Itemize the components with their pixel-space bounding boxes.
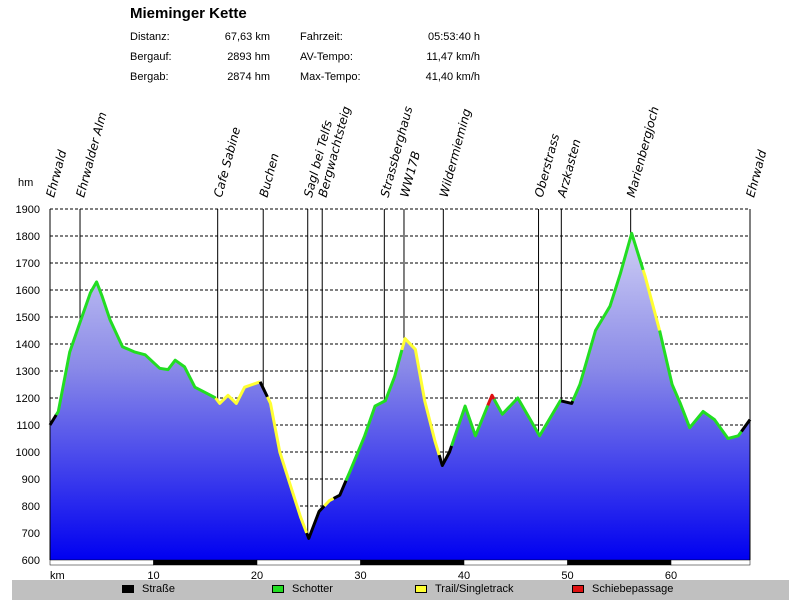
x-tick-label: 10	[147, 570, 159, 580]
legend-label: Schotter	[292, 583, 333, 595]
waypoint-label: Ehrwald	[743, 148, 769, 199]
legend-item-schiebepassage: Schiebepassage	[572, 583, 673, 595]
legend-swatch	[415, 585, 427, 593]
y-tick-label: 700	[22, 528, 40, 540]
surface-segment-strae	[332, 480, 348, 500]
stat-value: 11,47 km/h	[426, 51, 480, 63]
y-tick-label: 600	[22, 555, 40, 567]
surface-segment-schotter	[571, 231, 645, 402]
surface-segment-strae	[48, 414, 58, 426]
stat-value: 2893 hm	[227, 51, 270, 63]
x-tick-label: 20	[251, 570, 263, 580]
y-tick-label: 800	[22, 501, 40, 513]
stat-value: 41,40 km/h	[425, 71, 480, 83]
waypoint-label: Cafe Sabine	[211, 126, 243, 199]
surface-segment-schotter	[658, 330, 743, 440]
elevation-chart: Ehrwald Ehrwalder Alm Cafe Sabine Buchen Sag…	[16, 104, 770, 580]
stat-label: Max-Tempo:	[300, 71, 361, 83]
stat-label: Bergauf:	[130, 51, 172, 63]
y-tick-label: 900	[22, 474, 40, 486]
x-axis-label: km	[50, 570, 65, 580]
surface-segment-schotter	[450, 404, 490, 447]
surface-segment-schiebepassage	[486, 393, 496, 406]
surface-segment-trailsingletrack	[266, 396, 309, 534]
waypoint-label: Buchen	[257, 152, 282, 199]
stat-value: 67,63 km	[224, 31, 270, 43]
surface-segment-schotter	[54, 280, 217, 416]
legend-swatch	[122, 585, 134, 593]
surface-segment-strae	[305, 504, 326, 540]
y-tick-label: 1800	[16, 231, 40, 243]
surface-segment-strae	[560, 399, 575, 405]
surface-segment-trailsingletrack	[400, 337, 441, 456]
stat-value: 05:53:40 h	[428, 31, 480, 43]
chart-title: Mieminger Kette	[130, 5, 247, 22]
waypoint-label: Ehrwald	[43, 148, 69, 199]
x-tick-label: 50	[561, 570, 573, 580]
elevation-area	[50, 233, 750, 561]
legend-swatch	[272, 585, 284, 593]
y-tick-label: 1300	[16, 366, 40, 378]
y-axis-label: hm	[18, 177, 33, 189]
y-tick-label: 1400	[16, 339, 40, 351]
stat-label: AV-Tempo:	[300, 51, 353, 63]
stat-label: Bergab:	[130, 71, 169, 83]
y-tick-label: 1700	[16, 258, 40, 270]
surface-segment-trailsingletrack	[214, 380, 261, 405]
y-tick-label: 1500	[16, 312, 40, 324]
legend-item-schotter: Schotter	[272, 583, 333, 595]
x-axis-band	[49, 559, 154, 566]
x-axis-band	[360, 559, 465, 566]
x-axis-band	[153, 559, 258, 566]
legend-label: Straße	[142, 583, 176, 595]
surface-segment-strae	[258, 381, 269, 398]
waypoint-label: Wildermieming	[437, 107, 474, 199]
waypoint-label: Ehrwalder Alm	[73, 111, 109, 199]
surface-segment-trailsingletrack	[641, 269, 662, 331]
legend-item-trail: Trail/Singletrack	[415, 583, 513, 595]
y-tick-label: 1100	[16, 420, 40, 432]
surface-segment-trailsingletrack	[323, 497, 335, 508]
stat-value: 2874 hm	[227, 71, 270, 83]
surface-segment-schotter	[492, 396, 562, 438]
x-axis-band	[670, 559, 751, 566]
waypoint-label: Marienbergjoch	[624, 105, 662, 199]
surface-segment-strae	[740, 418, 752, 433]
legend-item-strasse: Straße	[122, 583, 175, 595]
x-tick-label: 40	[458, 570, 470, 580]
y-tick-label: 1000	[16, 447, 40, 459]
x-axis-band	[463, 559, 568, 566]
stat-label: Distanz:	[130, 31, 170, 43]
x-axis-band	[256, 559, 361, 566]
y-tick-label: 1600	[16, 285, 40, 297]
x-tick-label: 60	[665, 570, 677, 580]
stat-label: Fahrzeit:	[300, 31, 343, 43]
x-axis-band	[567, 559, 672, 566]
y-tick-label: 1900	[16, 204, 40, 216]
surface-segment-schotter	[344, 349, 404, 482]
legend: Straße Schotter Trail/Singletrack Schieb…	[12, 580, 789, 600]
legend-label: Trail/Singletrack	[435, 583, 514, 595]
surface-segment-strae	[437, 445, 454, 467]
y-tick-label: 1200	[16, 393, 40, 405]
legend-swatch	[572, 585, 584, 593]
x-tick-label: 30	[354, 570, 366, 580]
legend-label: Schiebepassage	[592, 583, 674, 595]
